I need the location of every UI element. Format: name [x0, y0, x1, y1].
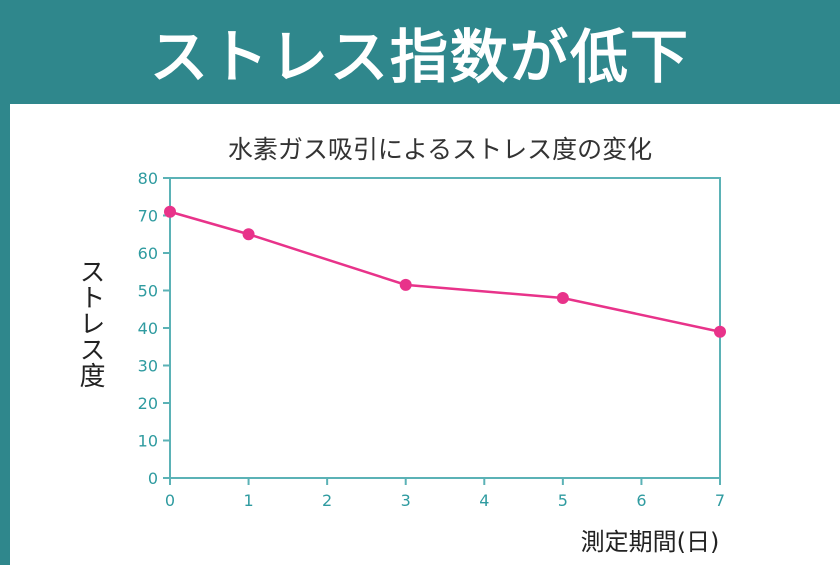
- y-tick-label: 60: [138, 244, 158, 263]
- y-tick-label: 0: [148, 469, 158, 488]
- data-point: [399, 278, 412, 291]
- x-tick-label: 1: [243, 491, 253, 510]
- data-point: [556, 292, 569, 304]
- x-tick-label: 0: [165, 491, 175, 510]
- x-tick-label: 3: [401, 491, 411, 510]
- x-tick-label: 2: [322, 491, 332, 510]
- y-tick-label: 20: [138, 394, 158, 413]
- y-tick-label: 10: [138, 432, 158, 451]
- y-tick-label: 80: [138, 169, 158, 188]
- page-title: ストレス指数が低下: [0, 0, 840, 104]
- accent-rule: [0, 104, 10, 565]
- data-point: [714, 325, 726, 338]
- y-tick-label: 30: [138, 357, 158, 376]
- x-axis-label: 測定期間(日): [580, 528, 720, 556]
- chart-title: 水素ガス吸引によるストレス度の変化: [227, 135, 653, 164]
- plot-frame: [169, 177, 721, 479]
- y-axis-label: ストレス度: [75, 258, 105, 388]
- x-tick-label: 7: [715, 491, 725, 510]
- y-tick-label: 50: [138, 282, 158, 301]
- y-tick-label: 70: [138, 207, 158, 226]
- x-tick-label: 5: [558, 491, 568, 510]
- data-point: [164, 205, 176, 218]
- x-tick-label: 4: [479, 491, 489, 510]
- data-point: [242, 228, 255, 241]
- y-tick-label: 40: [138, 319, 158, 338]
- x-tick-label: 6: [636, 491, 646, 510]
